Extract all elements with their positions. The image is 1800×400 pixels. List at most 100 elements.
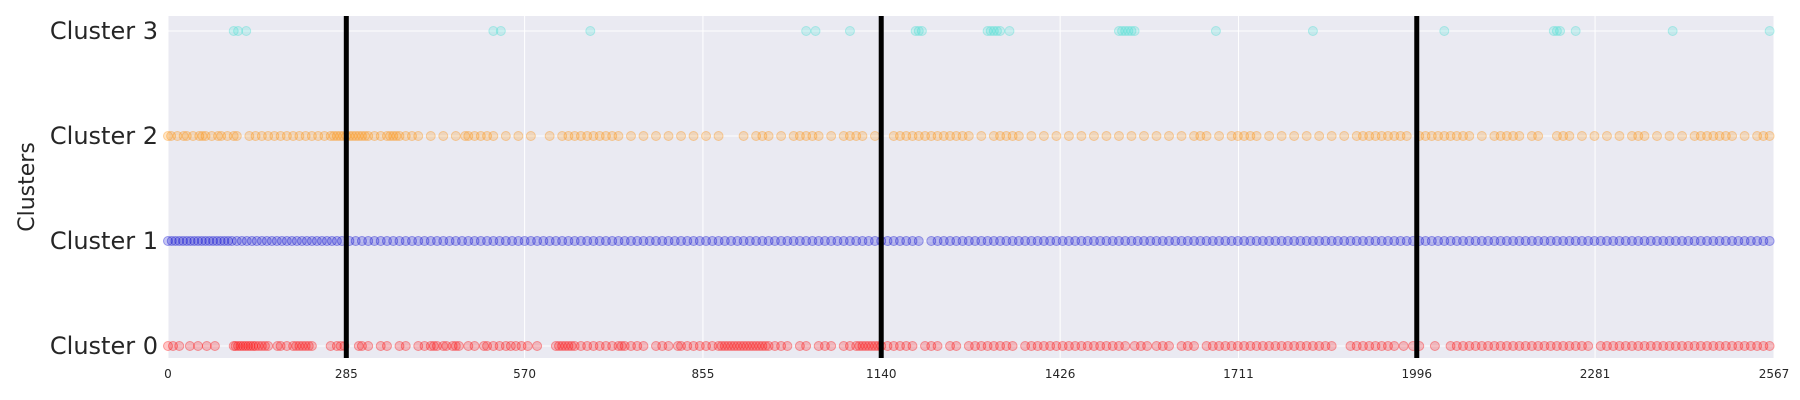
data-point-cluster-1 bbox=[1357, 236, 1368, 246]
data-point-cluster-0 bbox=[1320, 341, 1331, 351]
data-point-cluster-2 bbox=[988, 131, 999, 141]
data-point-cluster-3 bbox=[228, 26, 239, 36]
data-point-cluster-0 bbox=[1476, 341, 1487, 351]
data-point-cluster-0 bbox=[1289, 341, 1300, 351]
data-point-cluster-1 bbox=[982, 236, 993, 246]
data-point-cluster-1 bbox=[291, 236, 302, 246]
data-point-cluster-2 bbox=[1051, 131, 1062, 141]
data-point-cluster-2 bbox=[1201, 131, 1212, 141]
data-point-cluster-0 bbox=[184, 341, 195, 351]
data-point-cluster-1 bbox=[569, 236, 580, 246]
data-point-cluster-0 bbox=[744, 341, 755, 351]
data-point-cluster-2 bbox=[1489, 131, 1500, 141]
data-point-cluster-1 bbox=[1745, 236, 1756, 246]
data-point-cluster-0 bbox=[482, 341, 493, 351]
data-point-cluster-1 bbox=[507, 236, 518, 246]
data-point-cluster-1 bbox=[174, 236, 185, 246]
data-point-cluster-0 bbox=[510, 341, 521, 351]
data-point-cluster-2 bbox=[281, 131, 292, 141]
data-point-cluster-0 bbox=[441, 341, 452, 351]
data-point-cluster-1 bbox=[907, 236, 918, 246]
data-point-cluster-1 bbox=[444, 236, 455, 246]
data-point-cluster-2 bbox=[676, 131, 687, 141]
data-point-cluster-1 bbox=[1570, 236, 1581, 246]
data-point-cluster-0 bbox=[297, 341, 308, 351]
data-point-cluster-0 bbox=[1207, 341, 1218, 351]
data-point-cluster-2 bbox=[1189, 131, 1200, 141]
data-point-cluster-2 bbox=[360, 131, 371, 141]
data-point-cluster-0 bbox=[1057, 341, 1068, 351]
data-point-cluster-2 bbox=[269, 131, 280, 141]
data-point-cluster-2 bbox=[1639, 131, 1650, 141]
data-point-cluster-1 bbox=[1458, 236, 1469, 246]
data-point-cluster-2 bbox=[460, 131, 471, 141]
x-tick-label: 1140 bbox=[866, 367, 897, 381]
data-point-cluster-1 bbox=[1038, 236, 1049, 246]
data-point-cluster-3 bbox=[1667, 26, 1678, 36]
data-point-cluster-1 bbox=[844, 236, 855, 246]
data-point-cluster-2 bbox=[525, 131, 536, 141]
data-point-cluster-2 bbox=[1476, 131, 1487, 141]
data-point-cluster-2 bbox=[1326, 131, 1337, 141]
data-point-cluster-0 bbox=[638, 341, 649, 351]
data-point-cluster-0 bbox=[1739, 341, 1750, 351]
data-point-cluster-2 bbox=[1601, 131, 1612, 141]
data-point-cluster-0 bbox=[722, 341, 733, 351]
data-point-cluster-1 bbox=[738, 236, 749, 246]
data-point-cluster-1 bbox=[425, 236, 436, 246]
data-point-cluster-1 bbox=[1614, 236, 1625, 246]
data-point-cluster-2 bbox=[638, 131, 649, 141]
data-point-cluster-0 bbox=[228, 341, 239, 351]
data-point-cluster-0 bbox=[1733, 341, 1744, 351]
data-point-cluster-2 bbox=[663, 131, 674, 141]
data-point-cluster-0 bbox=[982, 341, 993, 351]
data-point-cluster-1 bbox=[1683, 236, 1694, 246]
data-point-cluster-1 bbox=[1007, 236, 1018, 246]
data-point-cluster-0 bbox=[1270, 341, 1281, 351]
data-point-cluster-2 bbox=[1702, 131, 1713, 141]
data-point-cluster-0 bbox=[901, 341, 912, 351]
data-point-cluster-0 bbox=[1032, 341, 1043, 351]
data-point-cluster-1 bbox=[1720, 236, 1731, 246]
data-point-cluster-0 bbox=[970, 341, 981, 351]
grid-lines bbox=[167, 16, 1775, 358]
data-point-cluster-2 bbox=[976, 131, 987, 141]
data-point-cluster-3 bbox=[585, 26, 596, 36]
data-point-cluster-2 bbox=[1339, 131, 1350, 141]
data-point-cluster-0 bbox=[1695, 341, 1706, 351]
data-point-cluster-0 bbox=[650, 341, 661, 351]
data-point-cluster-1 bbox=[1420, 236, 1431, 246]
data-point-cluster-2 bbox=[188, 131, 199, 141]
data-point-cluster-1 bbox=[1013, 236, 1024, 246]
data-point-cluster-1 bbox=[588, 236, 599, 246]
data-point-cluster-2 bbox=[995, 131, 1006, 141]
data-point-cluster-0 bbox=[694, 341, 705, 351]
data-point-cluster-0 bbox=[1429, 341, 1440, 351]
data-point-cluster-2 bbox=[1395, 131, 1406, 141]
data-point-cluster-0 bbox=[447, 341, 458, 351]
data-point-cluster-0 bbox=[438, 341, 449, 351]
data-point-cluster-1 bbox=[419, 236, 430, 246]
data-point-cluster-0 bbox=[682, 341, 693, 351]
data-point-cluster-1 bbox=[613, 236, 624, 246]
data-point-cluster-0 bbox=[245, 341, 256, 351]
data-point-cluster-0 bbox=[500, 341, 511, 351]
data-point-cluster-1 bbox=[208, 236, 219, 246]
data-point-cluster-2 bbox=[913, 131, 924, 141]
data-point-cluster-1 bbox=[488, 236, 499, 246]
data-point-cluster-2 bbox=[757, 131, 768, 141]
data-point-cluster-1 bbox=[469, 236, 480, 246]
data-point-cluster-0 bbox=[763, 341, 774, 351]
data-point-cluster-2 bbox=[1101, 131, 1112, 141]
data-point-cluster-1 bbox=[196, 236, 207, 246]
data-point-cluster-2 bbox=[951, 131, 962, 141]
data-point-cluster-0 bbox=[1398, 341, 1409, 351]
data-point-cluster-2 bbox=[650, 131, 661, 141]
data-point-cluster-1 bbox=[1182, 236, 1193, 246]
data-point-cluster-0 bbox=[478, 341, 489, 351]
data-point-cluster-2 bbox=[1533, 131, 1544, 141]
data-point-cluster-2 bbox=[275, 131, 286, 141]
data-point-cluster-2 bbox=[701, 131, 712, 141]
data-point-cluster-1 bbox=[863, 236, 874, 246]
data-point-cluster-1 bbox=[970, 236, 981, 246]
